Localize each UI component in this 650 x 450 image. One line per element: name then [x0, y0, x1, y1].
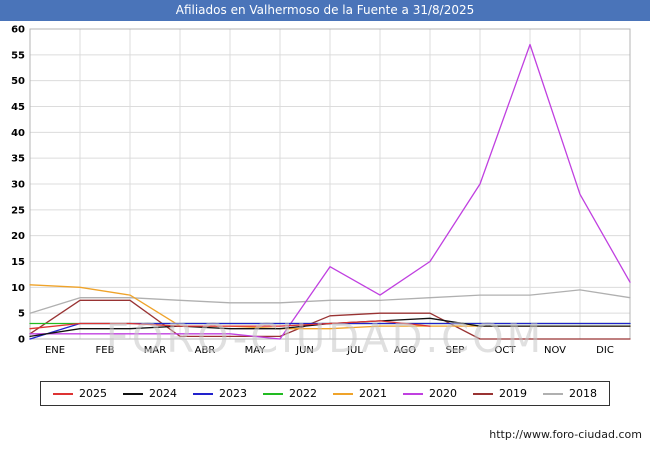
- series-line-2025: [29, 320, 431, 330]
- chart-title: Afiliados en Valhermoso de la Fuente a 3…: [0, 0, 650, 21]
- legend-item-2025: 2025: [53, 387, 107, 400]
- affiliates-line-chart: 0 5 10 15 20 25 30 35 40 45 50 55 60 ENE FEB MAR ABR MAY J…: [11, 25, 631, 356]
- legend-label-2025: 2025: [79, 387, 107, 400]
- y-tick-label: 30: [11, 180, 25, 191]
- x-tick-label: AGO: [394, 345, 416, 356]
- legend-item-2020: 2020: [403, 387, 457, 400]
- y-tick-label: 25: [11, 205, 25, 216]
- legend-swatch-2018: [543, 392, 563, 395]
- y-tick-label: 35: [11, 154, 25, 165]
- y-tick-label: 0: [18, 335, 25, 346]
- y-tick-label: 55: [11, 50, 25, 61]
- series-line-2020: [29, 43, 631, 340]
- legend-swatch-2022: [263, 392, 283, 395]
- legend-swatch-2023: [193, 392, 213, 395]
- x-tick-label: OCT: [495, 345, 517, 356]
- y-tick-label: 50: [11, 76, 25, 87]
- x-tick-label: SEP: [446, 345, 465, 356]
- site-url: http://www.foro-ciudad.com: [489, 428, 642, 441]
- series-line-2018: [29, 289, 631, 314]
- legend-item-2022: 2022: [263, 387, 317, 400]
- series-line-2019: [29, 299, 631, 340]
- x-tick-label: FEB: [96, 345, 115, 356]
- x-tick-label: ABR: [195, 345, 216, 356]
- y-tick-label: 10: [11, 283, 25, 294]
- x-tick-label: MAY: [245, 345, 267, 356]
- legend-item-2024: 2024: [123, 387, 177, 400]
- x-tick-label: DIC: [596, 345, 614, 356]
- legend-label-2022: 2022: [289, 387, 317, 400]
- legend-swatch-2024: [123, 392, 143, 395]
- legend-label-2020: 2020: [429, 387, 457, 400]
- plot-border: [29, 28, 631, 340]
- legend-item-2023: 2023: [193, 387, 247, 400]
- legend-label-2018: 2018: [569, 387, 597, 400]
- y-tick-label: 60: [11, 25, 25, 36]
- legend-swatch-2019: [473, 392, 493, 395]
- x-tick-label: ENE: [45, 345, 65, 356]
- legend-label-2019: 2019: [499, 387, 527, 400]
- legend-swatch-2020: [403, 392, 423, 395]
- legend-item-2019: 2019: [473, 387, 527, 400]
- x-tick-label: JUN: [295, 345, 314, 356]
- legend-label-2023: 2023: [219, 387, 247, 400]
- legend-swatch-2021: [333, 392, 353, 395]
- y-tick-label: 20: [11, 231, 25, 242]
- chart-legend: 2025 2024 2023 2022 2021 2020 2019 2018: [40, 381, 610, 406]
- y-tick-label: 40: [11, 128, 25, 139]
- y-tick-label: 45: [11, 102, 25, 113]
- legend-swatch-2025: [53, 392, 73, 395]
- x-tick-label: MAR: [144, 345, 166, 356]
- legend-item-2021: 2021: [333, 387, 387, 400]
- legend-label-2024: 2024: [149, 387, 177, 400]
- y-tick-label: 5: [18, 309, 25, 320]
- legend-label-2021: 2021: [359, 387, 387, 400]
- x-tick-label: NOV: [544, 345, 566, 356]
- y-tick-label: 15: [11, 257, 25, 268]
- x-tick-label: JUL: [346, 345, 363, 356]
- legend-item-2018: 2018: [543, 387, 597, 400]
